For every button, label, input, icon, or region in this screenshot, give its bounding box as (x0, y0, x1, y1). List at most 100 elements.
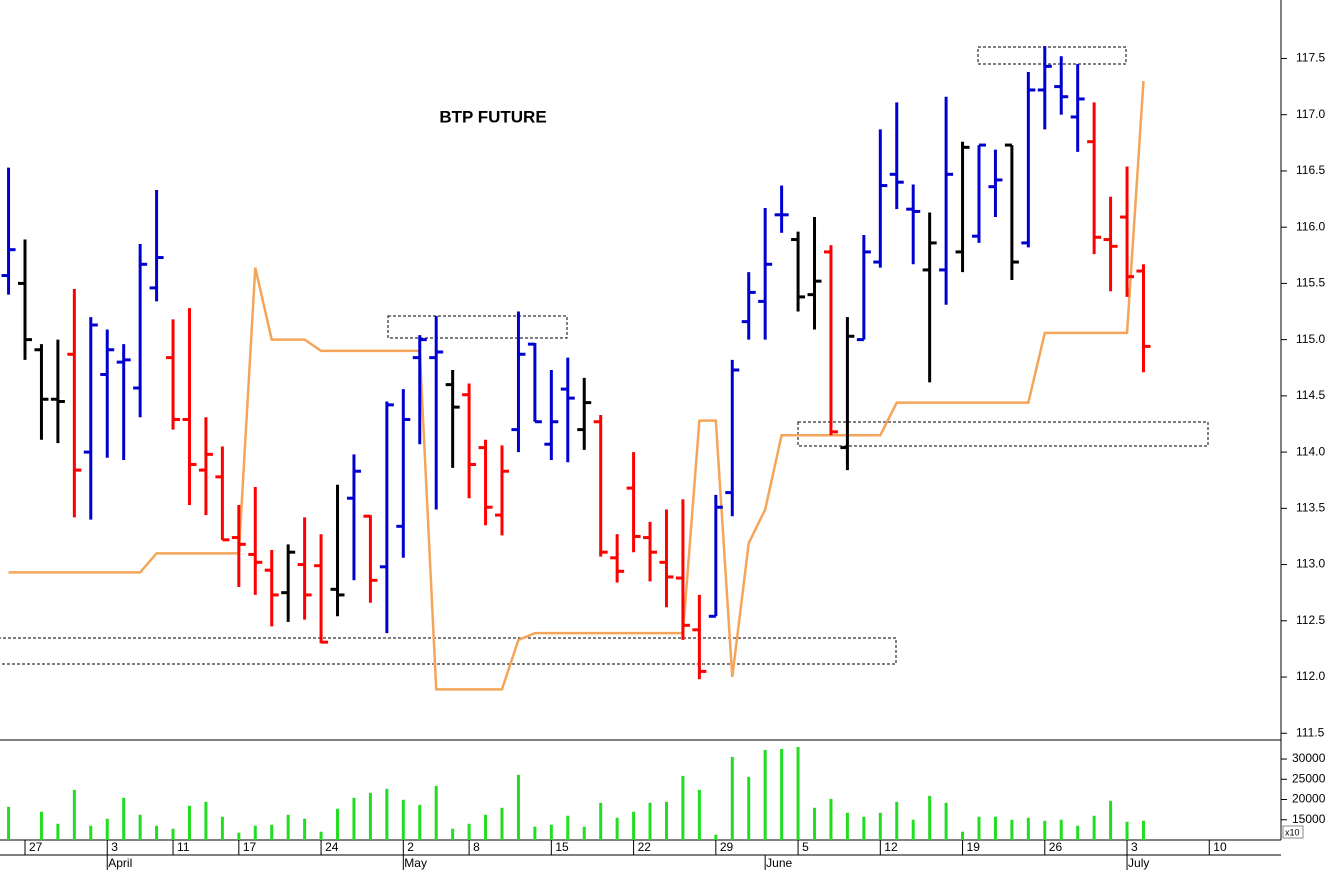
x-tick-label: 3 (1131, 840, 1138, 854)
volume-bar (1043, 820, 1047, 840)
volume-bar (615, 817, 619, 840)
volume-bar (549, 824, 553, 840)
y-tick-label: 116.0 (1296, 219, 1325, 233)
volume-bar (122, 797, 126, 840)
volume-bar (89, 825, 93, 840)
volume-bar (895, 801, 899, 840)
month-label: June (766, 856, 792, 870)
volume-tick-label: 25000 (1292, 771, 1326, 785)
volume-bar (220, 816, 224, 840)
volume-bar (533, 826, 537, 840)
volume-bar (763, 749, 767, 840)
volume-bar (171, 828, 175, 840)
x-tick-label: 15 (555, 840, 569, 854)
volume-bar (632, 811, 636, 840)
x-tick-label: 3 (111, 840, 118, 854)
volume-bar (286, 814, 290, 840)
x-tick-label: 10 (1213, 840, 1227, 854)
volume-bar (829, 798, 833, 840)
volume-bar (1109, 800, 1113, 840)
volume-bar (467, 823, 471, 840)
x-tick-label: 24 (325, 840, 339, 854)
y-tick-label: 114.5 (1296, 388, 1325, 402)
volume-bar (1141, 820, 1145, 840)
x-tick-label: 27 (29, 840, 43, 854)
volume-bar (237, 832, 241, 840)
volume-bar (1125, 821, 1129, 840)
volume-bar (599, 802, 603, 840)
volume-bar (418, 804, 422, 840)
volume-bar (39, 811, 43, 840)
y-tick-label: 113.5 (1296, 501, 1325, 515)
y-tick-label: 112.5 (1296, 613, 1325, 627)
volume-bar (813, 807, 817, 840)
volume-bar (516, 774, 520, 840)
volume-bar (944, 802, 948, 840)
volume-tick-label: 30000 (1292, 751, 1326, 765)
volume-bar (747, 776, 751, 840)
chart-title: BTP FUTURE (439, 107, 546, 126)
volume-bar (993, 816, 997, 840)
volume-bar (105, 818, 109, 840)
volume-bar (1092, 815, 1096, 840)
volume-bar (253, 825, 257, 840)
volume-bar (681, 775, 685, 840)
volume-bar (566, 815, 570, 840)
volume-bar (155, 825, 159, 840)
x-tick-label: 17 (243, 840, 257, 854)
volume-tick-label: 15000 (1292, 812, 1326, 826)
y-tick-label: 115.5 (1296, 276, 1325, 290)
volume-bar (878, 812, 882, 840)
range-box (387, 315, 568, 339)
volume-bar (352, 797, 356, 840)
y-tick-label: 117.5 (1296, 51, 1325, 65)
month-label: July (1128, 856, 1149, 870)
volume-bar (780, 748, 784, 840)
volume-bar (714, 834, 718, 840)
volume-bar (138, 814, 142, 840)
volume-bar (401, 799, 405, 840)
month-label: April (108, 856, 132, 870)
volume-bar (730, 756, 734, 840)
volume-bar (1026, 817, 1030, 840)
month-label: May (404, 856, 427, 870)
x-tick-label: 2 (407, 840, 414, 854)
volume-bar (697, 789, 701, 840)
volume-bar (1010, 819, 1014, 840)
x-tick-label: 12 (884, 840, 898, 854)
range-box (0, 637, 897, 665)
volume-bar (648, 802, 652, 840)
volume-bar (845, 812, 849, 840)
volume-bar (56, 823, 60, 840)
volume-bar (7, 806, 11, 840)
volume-bar (303, 818, 307, 840)
volume-bar (451, 828, 455, 840)
x-tick-label: 5 (802, 840, 809, 854)
volume-bar (336, 808, 340, 840)
volume-bar (500, 807, 504, 840)
volume-bar (72, 789, 76, 840)
y-tick-label: 116.5 (1296, 163, 1325, 177)
y-tick-label: 112.0 (1296, 669, 1325, 683)
x-tick-label: 19 (967, 840, 981, 854)
unit-box (1282, 825, 1304, 839)
x-tick-label: 26 (1049, 840, 1063, 854)
volume-bar (319, 831, 323, 840)
volume-bar (862, 816, 866, 840)
range-box (977, 46, 1127, 65)
volume-bar (582, 826, 586, 840)
x-tick-label: 11 (177, 840, 190, 854)
y-tick-label: 111.5 (1296, 725, 1325, 739)
volume-bar (796, 746, 800, 840)
x-tick-label: 22 (638, 840, 652, 854)
volume-bar (911, 819, 915, 840)
y-tick-label: 117.0 (1296, 107, 1325, 121)
volume-bar (977, 816, 981, 840)
x-tick-label: 29 (720, 840, 734, 854)
y-tick-label: 113.0 (1296, 557, 1325, 571)
x-tick-label: 8 (473, 840, 480, 854)
volume-bar (1059, 819, 1063, 840)
volume-bar (270, 824, 274, 840)
